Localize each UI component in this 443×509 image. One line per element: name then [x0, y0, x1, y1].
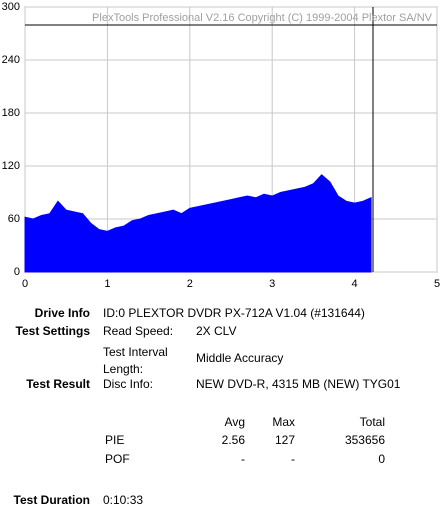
y-tick-label: 0	[14, 266, 20, 278]
label: Disc Info:	[103, 377, 154, 391]
value: Middle Accuracy	[196, 351, 284, 365]
cell: -	[241, 452, 245, 466]
column-header: Total	[359, 415, 385, 429]
cell: -	[291, 452, 295, 466]
cell: 353656	[344, 433, 385, 447]
cell: 127	[274, 433, 295, 447]
label: Read Speed:	[103, 324, 174, 338]
label: Test Result	[26, 377, 90, 391]
label: Test Duration	[13, 493, 90, 507]
label: Test Settings	[15, 324, 90, 338]
x-tick-label: 5	[434, 278, 440, 290]
cell: 2.56	[221, 433, 245, 447]
value: ID:0 PLEXTOR DVDR PX-712A V1.04 (#131644…	[103, 306, 365, 320]
y-tick-label: 120	[2, 160, 20, 172]
row-name: PIE	[105, 433, 125, 447]
x-tick-label: 0	[22, 278, 28, 290]
x-tick-label: 3	[269, 278, 275, 290]
area	[24, 174, 372, 273]
marks	[24, 174, 372, 273]
label: Drive Info	[34, 306, 90, 320]
value: 2X CLV	[196, 324, 237, 338]
watermark: PlexTools Professional V2.16 Copyright (…	[92, 12, 433, 24]
value: NEW DVD-R, 4315 MB (NEW) TYG01	[196, 377, 401, 391]
y-tick-label: 240	[2, 54, 20, 66]
value: 0:10:33	[103, 493, 144, 507]
column-header: Avg	[224, 415, 245, 429]
row-name: POF	[105, 452, 130, 466]
label: Test Interval Length:	[103, 345, 168, 376]
y-tick-label: 180	[2, 107, 20, 119]
y-tick-label: 60	[8, 213, 20, 225]
column-header: Max	[272, 415, 295, 429]
cell: 0	[378, 452, 385, 466]
y-tick-label: 300	[2, 1, 20, 13]
x-tick-label: 2	[187, 278, 193, 290]
x-tick-label: 1	[104, 278, 110, 290]
x-tick-label: 4	[352, 278, 358, 290]
tick-labels: 0 60 120 180 240 300 0 1 2 3 4 5	[2, 1, 440, 290]
chart: PlexTools Professional V2.16 Copyright (…	[2, 1, 440, 290]
